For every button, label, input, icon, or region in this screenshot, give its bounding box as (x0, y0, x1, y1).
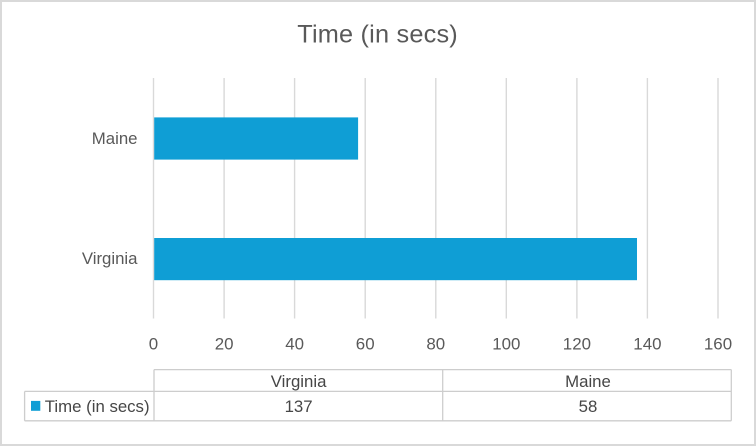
svg-text:120: 120 (563, 334, 591, 353)
svg-text:80: 80 (426, 334, 445, 353)
svg-text:140: 140 (633, 334, 661, 353)
svg-text:20: 20 (215, 334, 234, 353)
svg-text:0: 0 (149, 334, 158, 353)
svg-text:40: 40 (285, 334, 304, 353)
svg-text:Virginia: Virginia (82, 249, 138, 268)
svg-text:Maine: Maine (565, 372, 611, 391)
svg-text:58: 58 (579, 397, 598, 416)
svg-text:Virginia: Virginia (271, 372, 327, 391)
svg-text:Maine: Maine (92, 129, 138, 148)
svg-text:160: 160 (704, 334, 732, 353)
svg-text:Time (in secs): Time (in secs) (45, 397, 150, 416)
svg-text:137: 137 (285, 397, 313, 416)
svg-text:Time (in secs): Time (in secs) (297, 21, 458, 49)
svg-text:100: 100 (492, 334, 520, 353)
svg-text:60: 60 (356, 334, 375, 353)
